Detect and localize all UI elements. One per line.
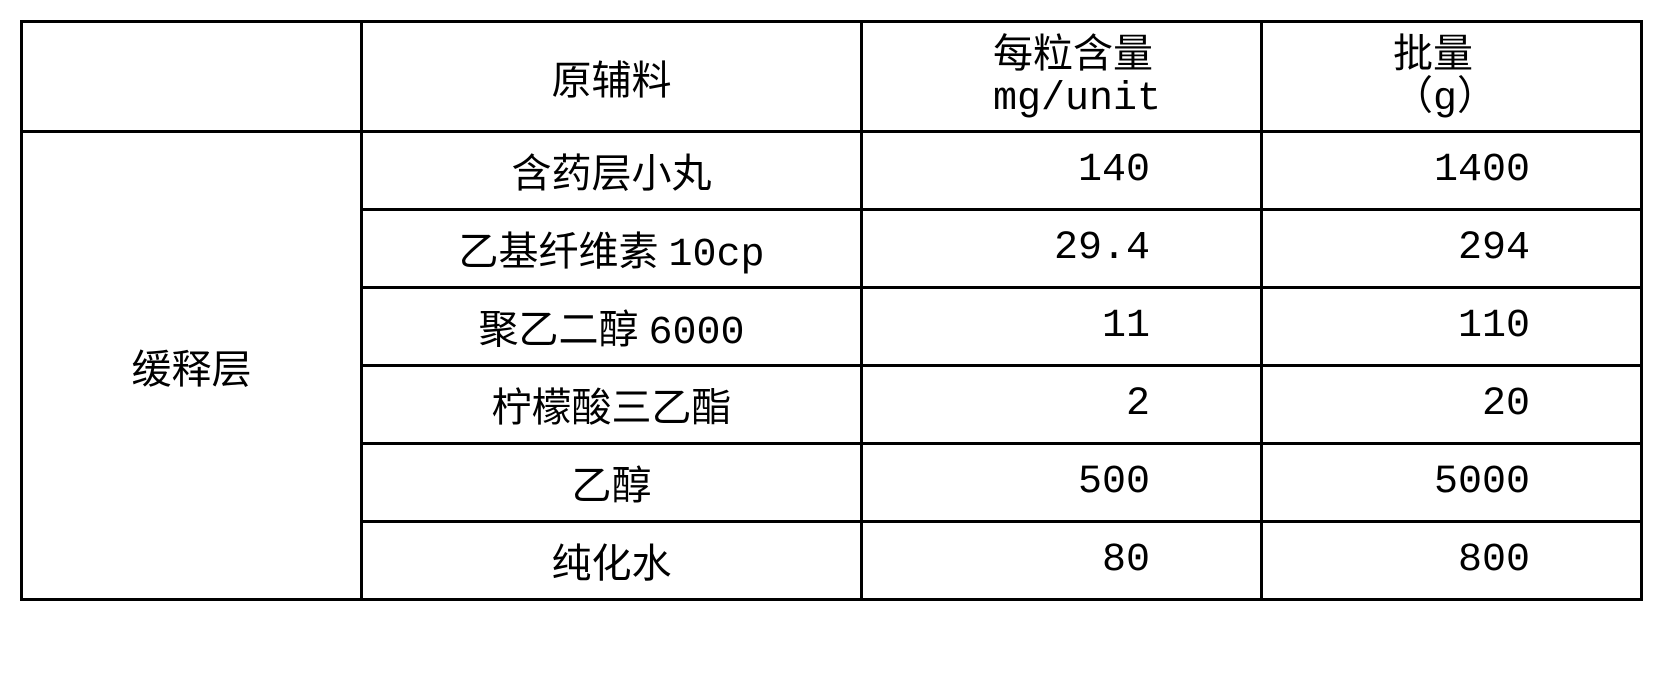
header-batch: 批量 （g）	[1262, 22, 1642, 132]
batch-value: 1400	[1262, 132, 1642, 210]
material-name: 纯化水	[362, 522, 862, 600]
batch-value: 294	[1262, 210, 1642, 288]
header-group-blank	[22, 22, 362, 132]
name-ascii: 10cp	[668, 233, 764, 278]
batch-value: 20	[1262, 366, 1642, 444]
material-name: 乙醇	[362, 444, 862, 522]
batch-value: 800	[1262, 522, 1642, 600]
header-batch-line2: （g）	[1393, 77, 1639, 123]
name-cn: 聚乙二醇	[478, 307, 648, 352]
formulation-table: 原辅料 每粒含量 mg/unit 批量 （g） 缓释层 含药层小丸 140 14…	[20, 20, 1643, 601]
header-per-unit-line2: mg/unit	[993, 77, 1259, 123]
batch-value: 110	[1262, 288, 1642, 366]
per-unit-value: 80	[862, 522, 1262, 600]
per-unit-value: 29.4	[862, 210, 1262, 288]
name-cn: 乙基纤维素	[458, 229, 668, 274]
table-header-row: 原辅料 每粒含量 mg/unit 批量 （g）	[22, 22, 1642, 132]
per-unit-value: 500	[862, 444, 1262, 522]
name-cn: 柠檬酸三乙酯	[492, 385, 732, 430]
group-label: 缓释层	[22, 132, 362, 600]
per-unit-value: 11	[862, 288, 1262, 366]
batch-value: 5000	[1262, 444, 1642, 522]
material-name: 柠檬酸三乙酯	[362, 366, 862, 444]
material-name: 乙基纤维素 10cp	[362, 210, 862, 288]
header-per-unit: 每粒含量 mg/unit	[862, 22, 1262, 132]
name-cn: 含药层小丸	[512, 151, 712, 196]
per-unit-value: 2	[862, 366, 1262, 444]
material-name: 聚乙二醇 6000	[362, 288, 862, 366]
name-ascii: 6000	[648, 311, 744, 356]
header-material: 原辅料	[362, 22, 862, 132]
per-unit-value: 140	[862, 132, 1262, 210]
name-cn: 乙醇	[572, 463, 652, 508]
header-per-unit-line1: 每粒含量	[993, 31, 1153, 76]
name-cn: 纯化水	[552, 541, 672, 586]
table-row: 缓释层 含药层小丸 140 1400	[22, 132, 1642, 210]
material-name: 含药层小丸	[362, 132, 862, 210]
header-batch-line1: 批量	[1393, 31, 1473, 76]
